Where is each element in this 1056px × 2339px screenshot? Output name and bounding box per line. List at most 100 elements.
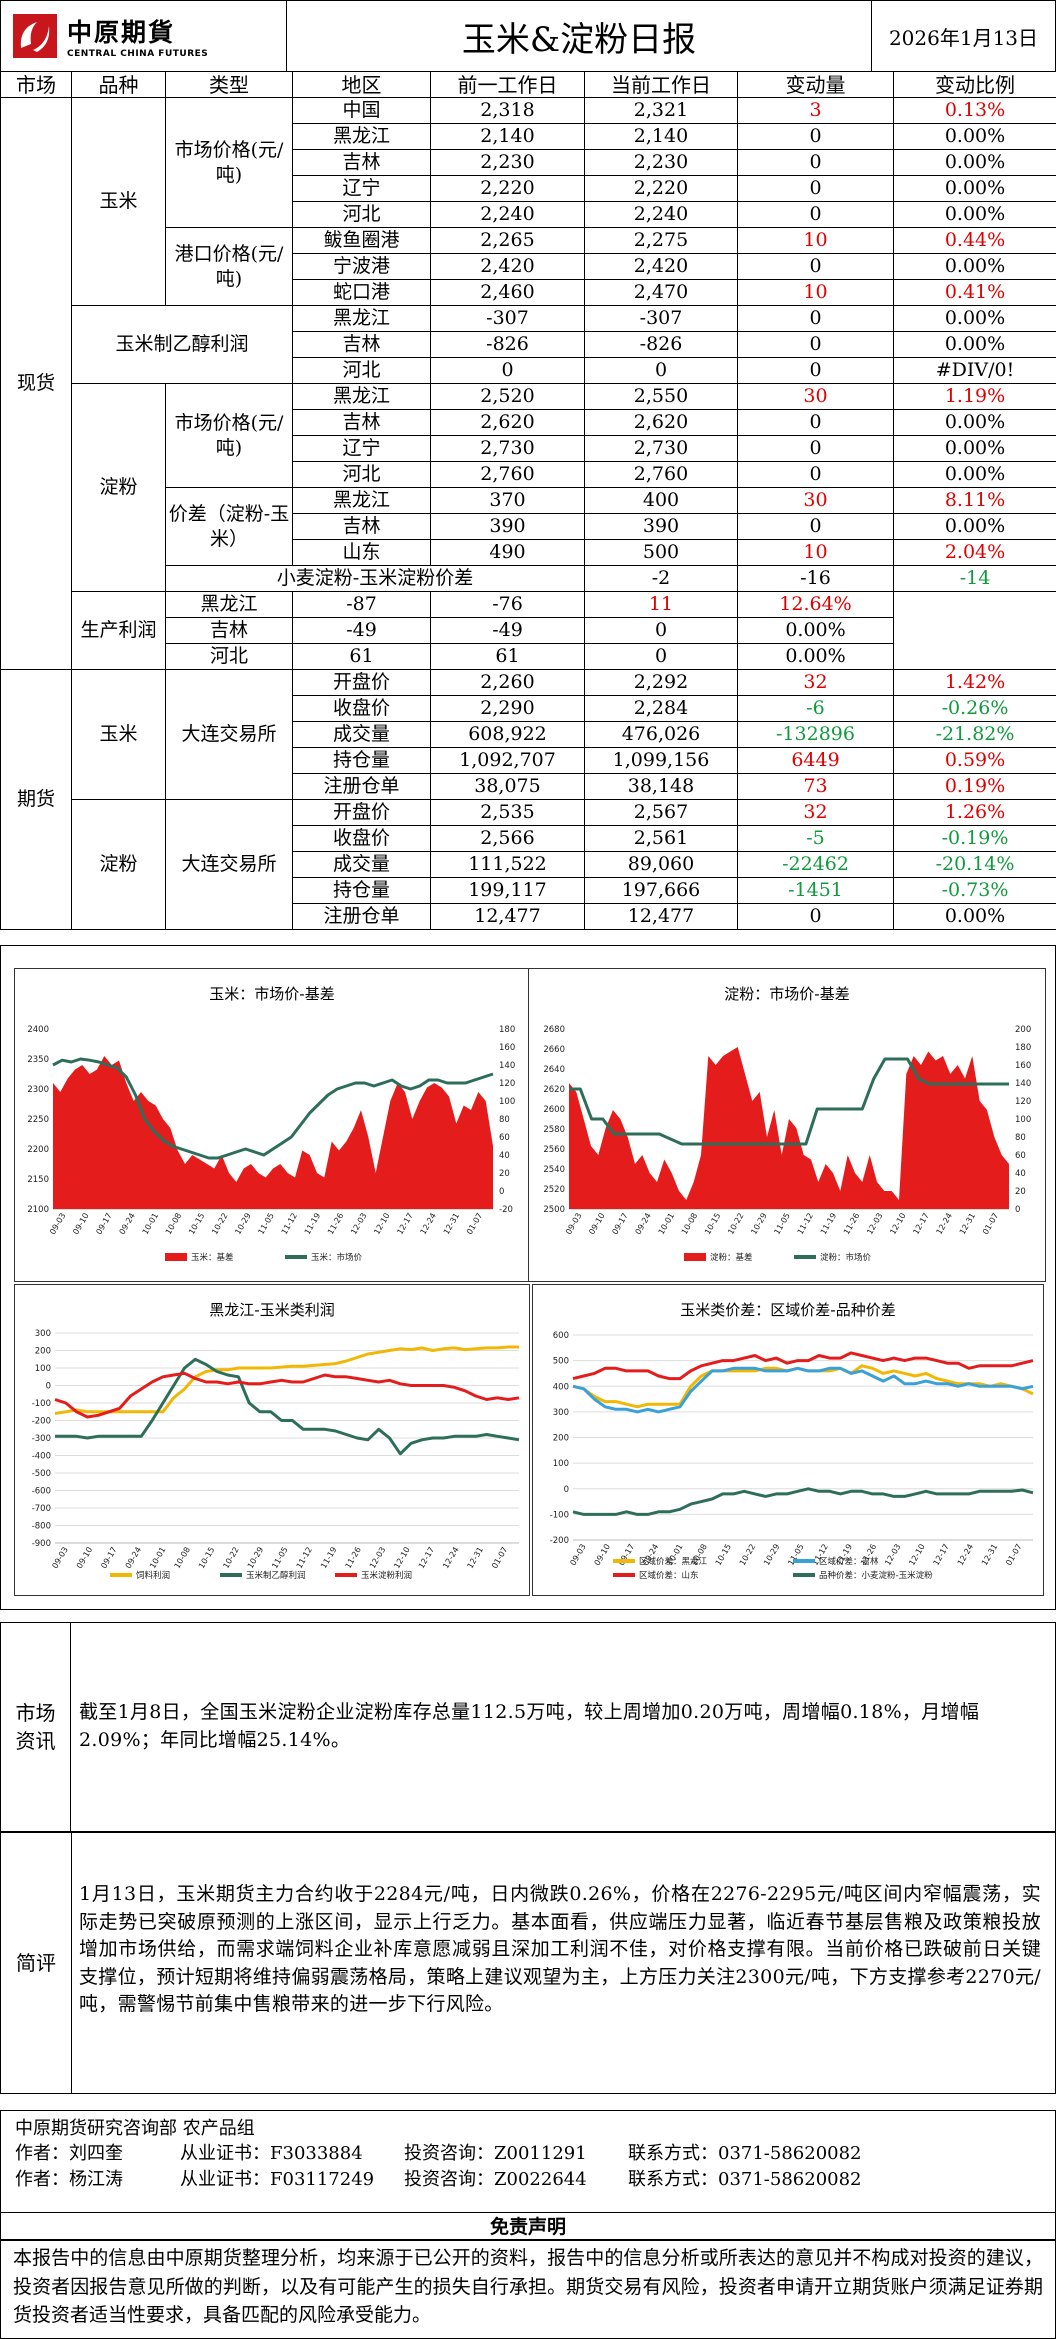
value-cell: 61	[292, 643, 431, 670]
value-cell: 2,284	[584, 695, 738, 722]
value-cell: 吉林	[292, 513, 431, 540]
price-table-body: 市场 品种 类型 地区 前一工作日 当前工作日 变动量 变动比例 现货 玉米 市场价格(元/吨) 中国…	[0, 71, 1056, 930]
table-row: 价差（淀粉-玉米） 黑龙江 370 400 30 8.11%	[1, 487, 1056, 566]
value-cell: 197,666	[584, 877, 738, 904]
value-cell: 38,075	[430, 773, 585, 800]
change-pct-cell: 0.00%	[737, 643, 894, 670]
market-news-label: 市场资讯	[1, 1623, 71, 1831]
y-tick-label: 500	[553, 1357, 569, 1367]
value-cell: 辽宁	[292, 435, 431, 462]
value-cell: 蛇口港	[292, 279, 431, 306]
change-pct-cell: 0.19%	[893, 773, 1056, 800]
charts-panel: 玉米：市场价-基差 2400 2350 2300 2250 2200 2150 2100 18…	[0, 945, 1056, 1610]
value-cell: 2,230	[584, 149, 738, 176]
table-row: 成交量 111,522 89,060 -22462 -20.14%	[1, 851, 1056, 878]
column-header: 前一工作日	[430, 71, 585, 98]
table-row: 成交量 608,922 476,026 -132896 -21.82%	[1, 721, 1056, 748]
column-header: 市场	[0, 71, 72, 98]
y-right-tick-label: 140	[499, 1061, 515, 1071]
author-row: 作者：刘四奎 从业证书：F3033884 投资咨询：Z0011291 联系方式：…	[15, 2139, 1055, 2165]
series-area-0	[53, 1056, 493, 1209]
change-cell: 0	[737, 409, 894, 436]
x-tick-label: 10-15	[714, 1542, 733, 1567]
chart-title: 黑龙江-玉米类利润	[209, 1301, 335, 1319]
x-tick-label: 09-10	[75, 1545, 94, 1570]
change-cell: 0	[737, 123, 894, 150]
y-tick-label: 2680	[543, 1025, 565, 1035]
change-pct-cell: 0.00%	[893, 903, 1056, 930]
x-tick-label: 10-15	[197, 1545, 216, 1570]
x-tick-label: 09-10	[71, 1211, 90, 1236]
value-cell: 成交量	[292, 851, 431, 878]
value-cell: 2,265	[430, 227, 585, 254]
x-tick-label: 11-05	[270, 1545, 289, 1570]
author-name: 作者：刘四奎	[15, 2143, 123, 2164]
column-header: 当前工作日	[584, 71, 738, 98]
x-tick-label: 11-19	[303, 1211, 322, 1236]
change-pct-cell: 0.00%	[893, 409, 1056, 436]
value-cell: 199,117	[430, 877, 585, 904]
table-row: 吉林 2,230 2,230 0 0.00%	[1, 149, 1056, 176]
change-pct-cell: 0.00%	[893, 175, 1056, 202]
change-pct-cell: 1.19%	[893, 383, 1056, 410]
change-pct-cell: 1.26%	[893, 799, 1056, 826]
legend-label: 玉米：基差	[191, 1252, 234, 1263]
y-tick-label: 0	[46, 1382, 51, 1392]
change-cell: -1451	[737, 877, 894, 904]
y-tick-label: 2500	[543, 1205, 565, 1215]
change-pct-cell: 0.59%	[893, 747, 1056, 774]
value-cell: 2,730	[584, 435, 738, 462]
company-logo-icon	[13, 14, 57, 58]
value-cell: 河北	[292, 357, 431, 384]
change-cell: 3	[737, 97, 894, 124]
x-tick-label: 12-17	[417, 1545, 436, 1570]
y-tick-label: 2350	[27, 1055, 49, 1065]
value-cell: -49	[430, 617, 585, 644]
series-line-1	[569, 1057, 1009, 1146]
value-cell: 12,477	[430, 903, 585, 930]
x-tick-label: 10-01	[148, 1545, 167, 1570]
table-row: 蛇口港 2,460 2,470 10 0.41%	[1, 279, 1056, 306]
y-tick-label: -200	[550, 1536, 569, 1546]
change-pct-cell: #DIV/0!	[893, 357, 1056, 384]
author-name: 作者：杨江涛	[15, 2169, 123, 2190]
change-pct-cell: 2.04%	[893, 539, 1056, 566]
change-pct-cell: 0.00%	[893, 253, 1056, 280]
value-cell: 成交量	[292, 721, 431, 748]
value-cell: 2,292	[584, 669, 738, 696]
change-cell: 0	[584, 617, 738, 644]
x-tick-label: 11-12	[796, 1211, 815, 1236]
disclaimer-text: 本报告中的信息由中原期货整理分析，均来源于已公开的资料，报告中的信息分析或所表达…	[0, 2240, 1056, 2339]
x-tick-label: 12-10	[392, 1545, 411, 1570]
table-row: 注册仓单 38,075 38,148 73 0.19%	[1, 773, 1056, 800]
x-tick-label: 12-17	[911, 1211, 930, 1236]
chart-title: 玉米：市场价-基差	[209, 985, 335, 1003]
table-row: 期货 玉米 大连交易所 开盘价 2,260 2,292 32 1.42%	[0, 669, 1056, 930]
y-right-tick-label: 100	[499, 1097, 515, 1107]
value-cell: 2,275	[584, 227, 738, 254]
change-cell: 0	[737, 305, 894, 332]
report-title: 玉米&淀粉日报	[287, 1, 872, 71]
value-cell: 2,220	[430, 175, 585, 202]
y-tick-label: -600	[32, 1487, 51, 1497]
y-tick-label: -200	[32, 1417, 51, 1427]
legend-label: 玉米制乙醇利润	[246, 1570, 306, 1581]
x-tick-label: 09-03	[50, 1545, 69, 1570]
value-cell: 2,420	[584, 253, 738, 280]
value-cell: 89,060	[584, 851, 738, 878]
x-tick-label: 01-07	[1004, 1542, 1023, 1567]
change-cell: 0	[737, 461, 894, 488]
y-tick-label: 2200	[27, 1145, 49, 1155]
table-row: 收盘价 2,290 2,284 -6 -0.26%	[1, 695, 1056, 722]
x-tick-label: 12-31	[980, 1542, 999, 1567]
value-cell: 注册仓单	[292, 903, 431, 930]
change-pct-cell: 0.00%	[893, 201, 1056, 228]
table-row: 持仓量 199,117 197,666 -1451 -0.73%	[1, 877, 1056, 904]
change-cell: 0	[584, 643, 738, 670]
change-cell: 0	[737, 903, 894, 930]
x-tick-label: 09-17	[617, 1542, 636, 1567]
y-tick-label: -100	[550, 1510, 569, 1520]
value-cell: 收盘价	[292, 695, 431, 722]
author-license: 从业证书：F3033884	[180, 2143, 363, 2164]
